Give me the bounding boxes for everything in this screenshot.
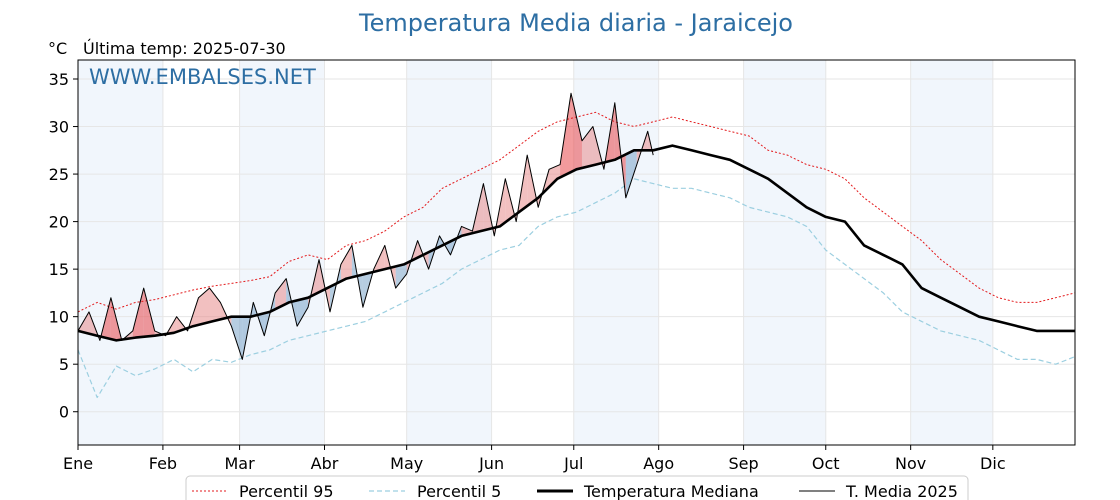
y-tick-label-25: 25 bbox=[49, 165, 69, 184]
plot-frame bbox=[77, 59, 1076, 446]
month-shade-sep bbox=[743, 60, 826, 445]
x-tick-label-nov: Nov bbox=[895, 454, 926, 473]
band-above-25 bbox=[340, 245, 352, 282]
band-above-46 bbox=[571, 93, 582, 173]
legend-label-median: Temperatura Mediana bbox=[583, 482, 759, 500]
month-shading bbox=[78, 60, 993, 445]
y-tick-label-15: 15 bbox=[49, 260, 69, 279]
month-shade-ene bbox=[78, 60, 163, 445]
series-line-t-media-2025 bbox=[77, 92, 654, 360]
series-line-percentil-5 bbox=[77, 178, 1076, 399]
x-tick-label-feb: Feb bbox=[149, 454, 177, 473]
band-above-19 bbox=[275, 278, 287, 310]
y-tick-label-35: 35 bbox=[49, 70, 69, 89]
y-tick-label-20: 20 bbox=[49, 213, 69, 232]
x-tick-label-abr: Abr bbox=[311, 454, 339, 473]
x-tick-label-mar: Mar bbox=[225, 454, 256, 473]
y-tick-label-10: 10 bbox=[49, 308, 69, 327]
band-below-51 bbox=[625, 150, 637, 198]
band-below-30 bbox=[395, 263, 407, 289]
y-tick-label-0: 0 bbox=[59, 403, 69, 422]
x-tick-label-jul: Jul bbox=[563, 454, 583, 473]
x-axis: Ene Feb Mar Abr May Jun Jul Ago Sep Oct Nov Dic bbox=[63, 445, 1006, 473]
legend-box bbox=[185, 475, 969, 500]
deviation-bands bbox=[78, 93, 654, 360]
y-tick-label-30: 30 bbox=[49, 118, 69, 137]
last-temp-label: Última temp: 2025-07-30 bbox=[83, 39, 286, 58]
series-line-temperatura-mediana bbox=[77, 144, 1075, 342]
band-below-15 bbox=[231, 316, 243, 360]
x-tick-label-sep: Sep bbox=[729, 454, 759, 473]
month-shade-mar bbox=[239, 60, 325, 445]
watermark: WWW.EMBALSES.NET bbox=[89, 65, 316, 89]
legend: Percentil 95 Percentil 5 Temperatura Med… bbox=[185, 475, 969, 500]
series-lines bbox=[77, 92, 1076, 399]
chart-title: Temperatura Media diaria - Jaraicejo bbox=[358, 9, 793, 37]
legend-label-p95: Percentil 95 bbox=[239, 482, 334, 500]
y-axis: 0 5 10 15 20 25 30 35 bbox=[49, 70, 78, 422]
legend-label-p5: Percentil 5 bbox=[417, 482, 501, 500]
band-below-21 bbox=[297, 297, 309, 327]
x-tick-label-ene: Ene bbox=[63, 454, 93, 473]
month-shade-nov bbox=[910, 60, 993, 445]
band-above-12 bbox=[198, 288, 210, 325]
band-above-47 bbox=[581, 126, 593, 168]
band-above-44 bbox=[549, 164, 561, 187]
legend-label-2025: T. Media 2025 bbox=[845, 482, 958, 500]
x-tick-label-dic: Dic bbox=[980, 454, 1006, 473]
band-above-13 bbox=[209, 288, 221, 323]
x-tick-label-oct: Oct bbox=[812, 454, 840, 473]
x-tick-label-jun: Jun bbox=[478, 454, 504, 473]
x-tick-label-may: May bbox=[390, 454, 423, 473]
unit-label: °C bbox=[48, 39, 67, 58]
y-tick-label-5: 5 bbox=[59, 355, 69, 374]
x-tick-label-ago: Ago bbox=[643, 454, 674, 473]
